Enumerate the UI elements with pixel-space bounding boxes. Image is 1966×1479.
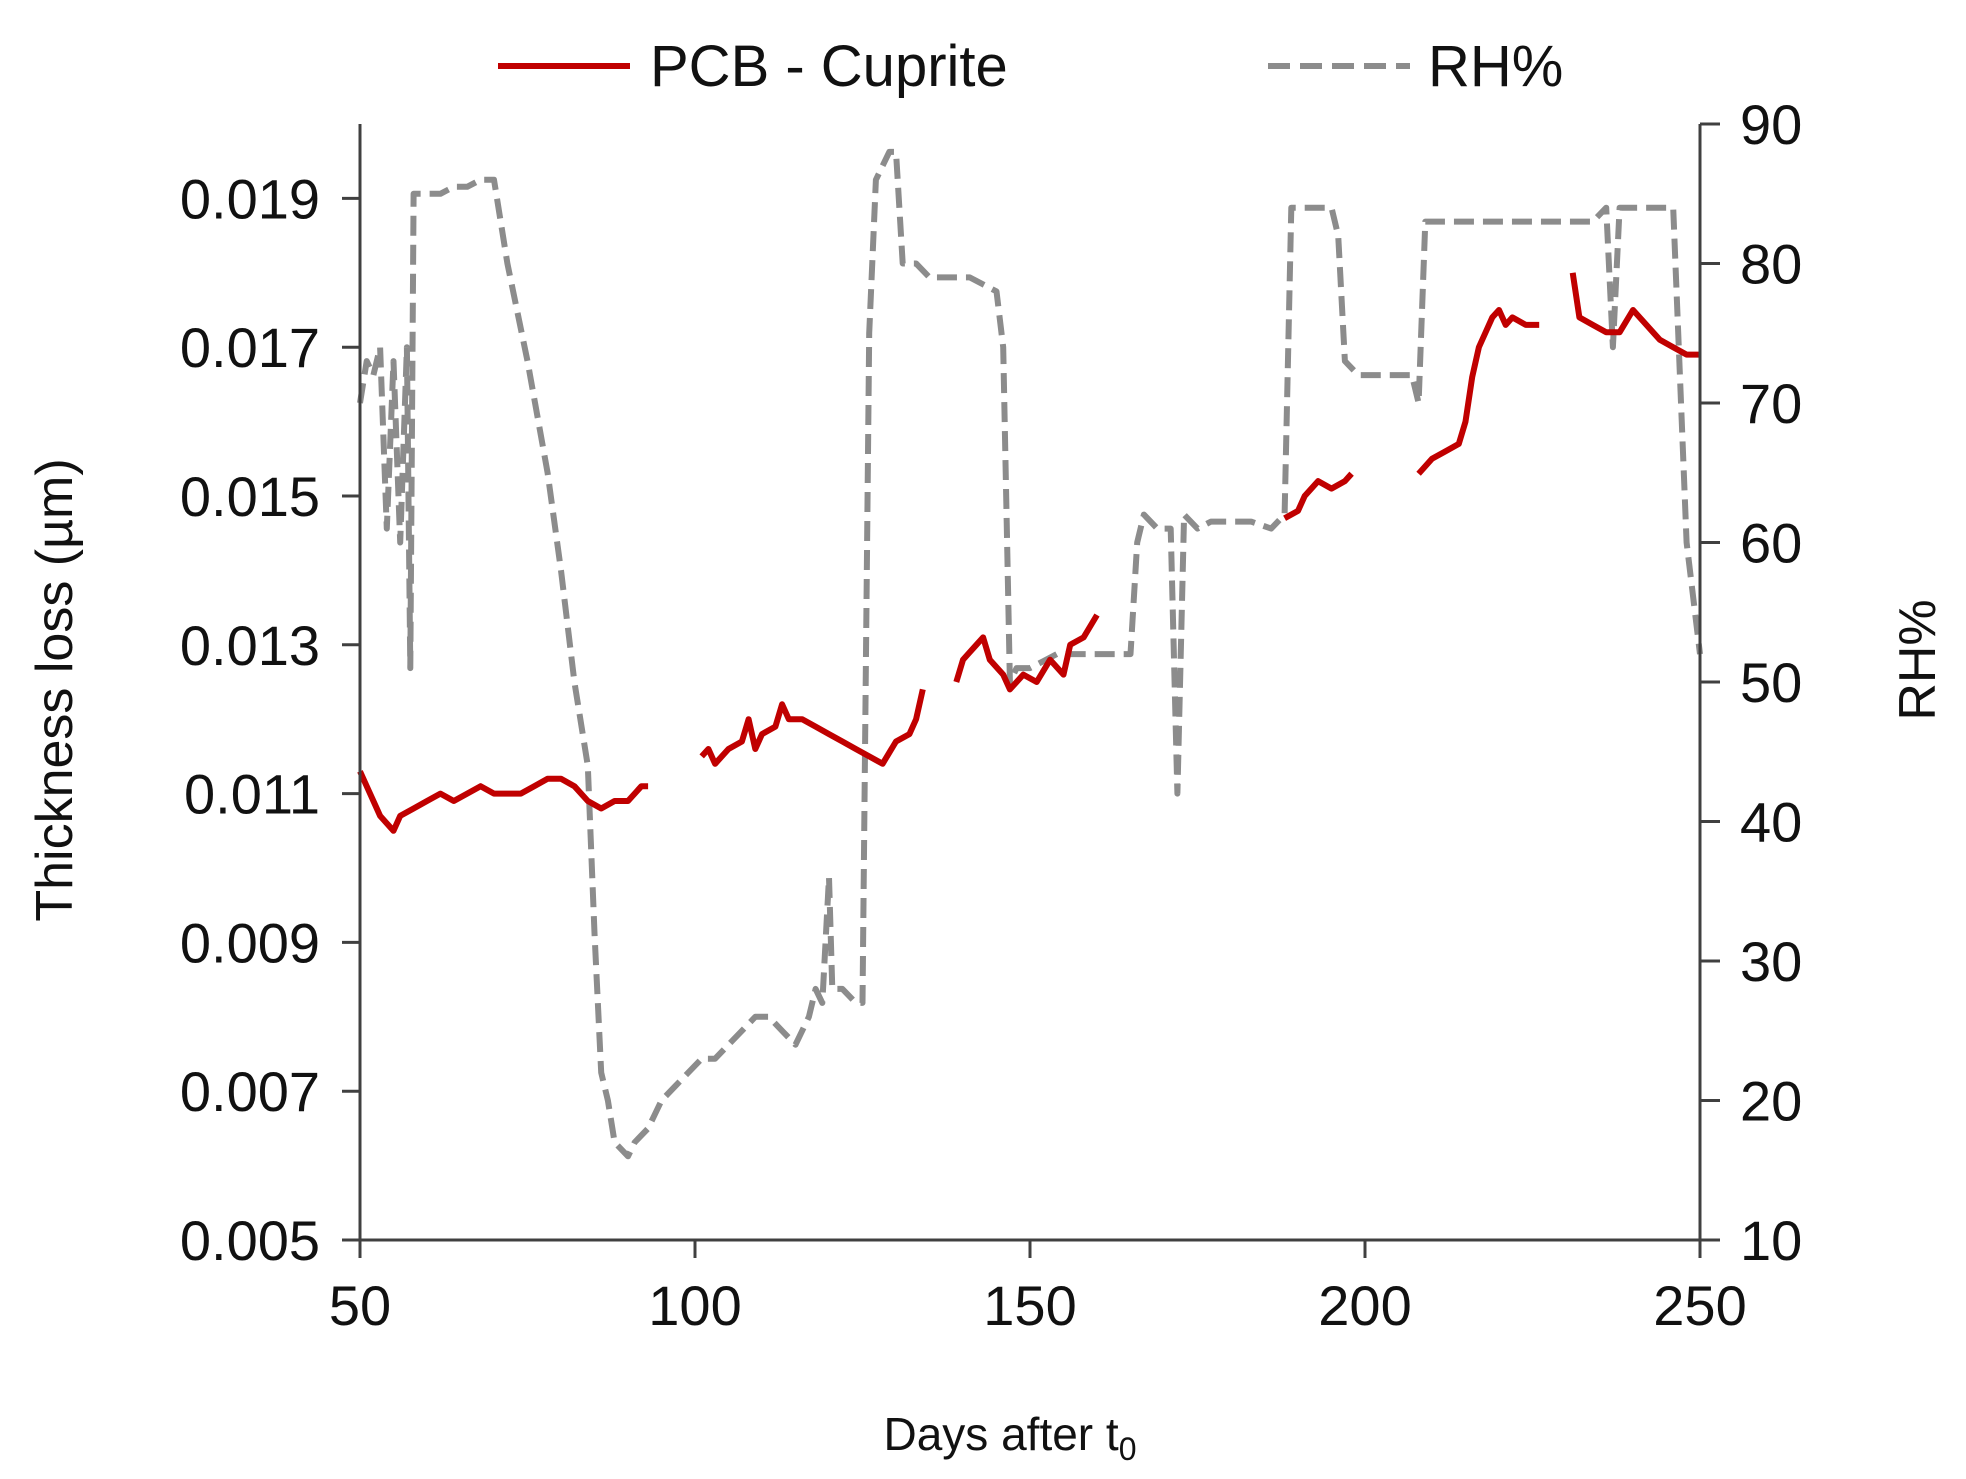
y-axis-left-title: Thickness loss (µm) — [26, 458, 84, 921]
x-tick-label: 200 — [1318, 1274, 1411, 1337]
y-right-tick-label: 20 — [1740, 1070, 1802, 1133]
series-line-pcb-cuprite-segment-2 — [953, 613, 1100, 693]
y-right-tick-label: 60 — [1740, 512, 1802, 575]
y-left-tick-label: 0.011 — [184, 763, 320, 826]
legend-label-rh: RH% — [1428, 34, 1563, 99]
y-right-tick-label: 90 — [1740, 93, 1802, 156]
y-left-tick-label: 0.015 — [180, 465, 320, 528]
y-right-tick-label: 10 — [1740, 1209, 1802, 1272]
series-line-pcb-cuprite-segment-0 — [357, 770, 649, 834]
x-tick-label: 150 — [983, 1274, 1076, 1337]
y-left-tick-label: 0.013 — [180, 614, 320, 677]
x-axis-title-main: Days after t — [884, 1408, 1119, 1460]
y-right-tick-label: 70 — [1740, 372, 1802, 435]
x-tick-label: 250 — [1653, 1274, 1746, 1337]
axes — [358, 124, 1702, 1242]
y-left-tick-label: 0.009 — [180, 911, 320, 974]
x-axis-title-subscript: 0 — [1119, 1431, 1137, 1467]
y-right-tick-label: 50 — [1740, 651, 1802, 714]
series-line-pcb-cuprite-segment-4 — [1416, 307, 1540, 476]
series-line-pcb-cuprite-segment-1 — [699, 688, 926, 767]
legend-label-pcb-cuprite: PCB - Cuprite — [650, 34, 1008, 99]
ticks: 50 100 150 200 250 0.005 0.007 0.009 0.011 0.013 0… — [180, 93, 1802, 1337]
y-axis-right-title: RH% — [1889, 599, 1947, 720]
y-left-tick-label: 0.007 — [180, 1060, 320, 1123]
series-line-pcb-cuprite-segment-5 — [1569, 272, 1700, 358]
x-tick-label: 100 — [648, 1274, 741, 1337]
y-right-tick-label: 30 — [1740, 930, 1802, 993]
y-right-tick-label: 80 — [1740, 233, 1802, 296]
x-tick-label: 50 — [329, 1274, 391, 1337]
y-left-tick-label: 0.005 — [180, 1209, 320, 1272]
series-line-rh-segment-0 — [357, 148, 1703, 1160]
y-left-tick-label: 0.017 — [180, 316, 320, 379]
legend: PCB - Cuprite RH% — [498, 34, 1563, 99]
x-axis-title: Days after t0 — [884, 1408, 1137, 1467]
series-line-pcb-cuprite-segment-3 — [1283, 471, 1354, 521]
y-right-tick-label: 40 — [1740, 791, 1802, 854]
series-layer — [357, 148, 1703, 1160]
y-left-tick-label: 0.019 — [180, 167, 320, 230]
